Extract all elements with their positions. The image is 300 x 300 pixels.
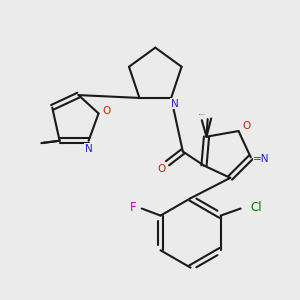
Text: Cl: Cl: [250, 201, 262, 214]
Text: F: F: [130, 201, 137, 214]
Text: methyl_ri: methyl_ri: [199, 113, 205, 115]
Text: O: O: [243, 121, 251, 131]
Text: =N: =N: [253, 154, 270, 164]
Text: O: O: [158, 164, 166, 174]
Text: N: N: [171, 99, 178, 109]
Text: O: O: [103, 106, 111, 116]
Text: N: N: [85, 144, 92, 154]
